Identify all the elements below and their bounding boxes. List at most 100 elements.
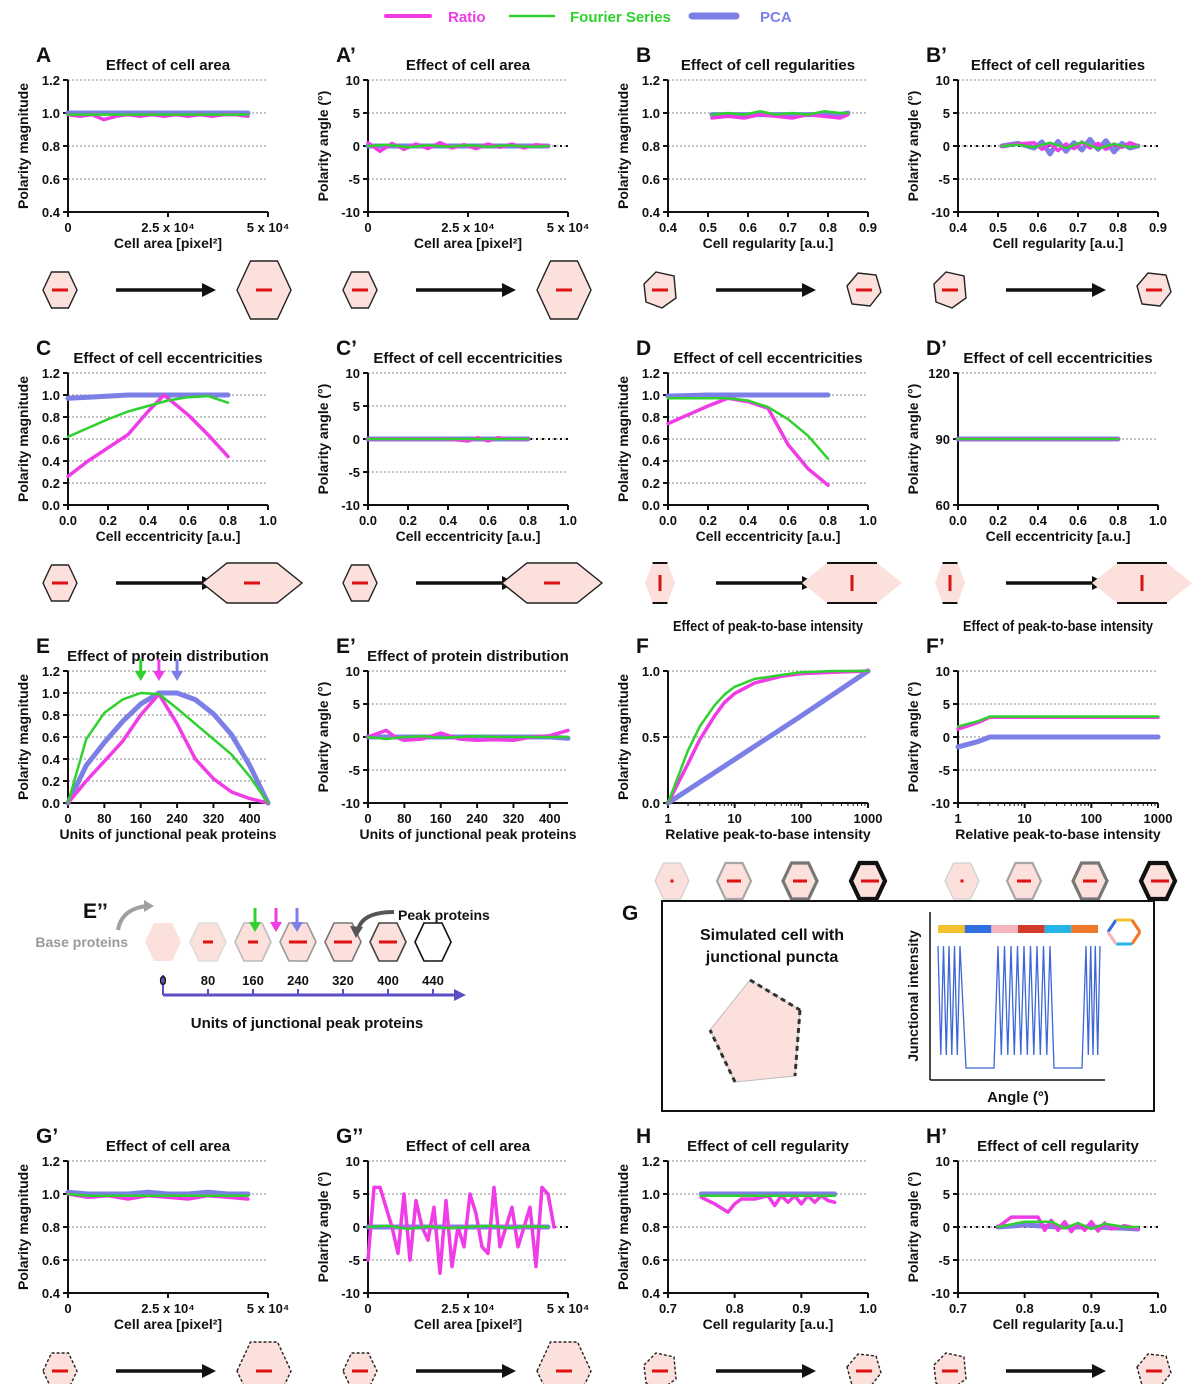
x-tick-label: 0.2 — [99, 513, 117, 528]
x-tick-label: 0.0 — [659, 513, 677, 528]
arrow-head — [202, 283, 216, 297]
panel-letter: B — [636, 44, 651, 67]
series-line-fourier-series — [366, 735, 570, 741]
panel-letter: E’’ — [83, 900, 108, 923]
series-line-pca — [65, 690, 271, 806]
x-tick-label: 5 x 10⁴ — [247, 220, 290, 235]
x-tick-label: 0.2 — [399, 513, 417, 528]
junctional-puncta — [793, 1009, 802, 1077]
polarity-bar — [1017, 879, 1031, 883]
arrow-head — [802, 283, 816, 297]
x-tick-label: 5 x 10⁴ — [547, 1301, 590, 1316]
panel-title: Effect of cell regularities — [971, 57, 1145, 74]
x-tick-label: 0.4 — [139, 513, 158, 528]
schematic-tick-label: 400 — [377, 973, 399, 988]
g-y-label: Junctional intensity — [905, 930, 921, 1062]
y-tick-label: 0.4 — [642, 205, 661, 220]
y-axis-label: Polarity angle (°) — [905, 91, 921, 202]
series-line-fourier-series — [710, 110, 850, 116]
y-tick-label: -10 — [341, 498, 360, 513]
series-line-ratio — [710, 112, 850, 120]
series-line-fourier-series — [956, 715, 1160, 728]
y-tick-label: 0.6 — [642, 432, 660, 447]
x-tick-label: 0.7 — [659, 1301, 677, 1316]
y-tick-label: 0.6 — [642, 172, 660, 187]
x-tick-label: 0.5 — [989, 220, 1007, 235]
polarity-bar — [658, 575, 662, 591]
y-tick-label: -10 — [341, 205, 360, 220]
y-tick-label: 10 — [346, 366, 360, 381]
x-tick-label: 160 — [430, 811, 452, 826]
y-tick-label: 0.4 — [642, 454, 661, 469]
y-tick-label: 90 — [936, 432, 950, 447]
polarity-bar — [256, 1369, 272, 1373]
x-tick-label: 1.0 — [859, 1301, 877, 1316]
x-axis-label: Units of junctional peak proteins — [359, 826, 576, 842]
x-tick-label: 0 — [64, 811, 71, 826]
segment-bar — [964, 925, 992, 933]
x-tick-label: 0 — [364, 1301, 371, 1316]
x-tick-label: 0.4 — [439, 513, 458, 528]
polarity-bar — [861, 879, 879, 883]
x-tick-label: 1000 — [854, 811, 883, 826]
peak-arrow-head — [152, 671, 165, 681]
y-tick-label: 5 — [943, 106, 950, 121]
polarity-bar — [352, 581, 368, 585]
x-tick-label: 0.8 — [819, 220, 837, 235]
y-tick-label: 5 — [353, 399, 360, 414]
y-tick-label: 0.4 — [42, 752, 61, 767]
y-axis-label: Polarity magnitude — [615, 376, 631, 502]
polarity-bar — [256, 288, 272, 292]
x-tick-label: 80 — [97, 811, 111, 826]
x-tick-label: 0.6 — [479, 513, 497, 528]
y-tick-label: 1.2 — [642, 366, 660, 381]
x-tick-label: 0.2 — [989, 513, 1007, 528]
y-tick-label: 0.6 — [642, 1253, 660, 1268]
y-tick-label: 10 — [346, 73, 360, 88]
series-line-fourier-series — [366, 143, 550, 149]
polarity-bar — [1146, 1369, 1162, 1373]
arrow-head — [1092, 283, 1106, 297]
arrow-head — [1092, 1364, 1106, 1378]
cell-shape — [1136, 1353, 1172, 1384]
panel-title: Effect of cell eccentricities — [963, 350, 1152, 367]
x-axis-label: Cell area [pixel²] — [114, 235, 222, 251]
series-line-pca — [65, 392, 231, 401]
panel-letter: G — [622, 902, 638, 925]
y-tick-label: 0.8 — [642, 139, 660, 154]
y-tick-label: 1.0 — [642, 664, 660, 679]
series-line-ratio — [66, 692, 270, 805]
y-tick-label: -10 — [341, 796, 360, 811]
panel-letter: E — [36, 635, 50, 658]
x-tick-label: 0.8 — [1016, 1301, 1034, 1316]
x-tick-label: 0.9 — [1082, 1301, 1100, 1316]
panel-title: Effect of cell regularity — [977, 1138, 1139, 1155]
x-tick-label: 80 — [397, 811, 411, 826]
segment-bar — [1018, 925, 1045, 933]
y-tick-label: -10 — [931, 796, 950, 811]
arrow-head — [202, 1364, 216, 1378]
panel-title: Effect of cell area — [406, 57, 531, 74]
x-tick-label: 0.4 — [1029, 513, 1048, 528]
series-line-fourier-series — [66, 691, 270, 805]
polarity-bar — [556, 1369, 572, 1373]
y-tick-label: 0.2 — [42, 476, 60, 491]
panel-title: Effect of cell eccentricities — [673, 350, 862, 367]
junctional-puncta — [708, 1029, 737, 1083]
junctional-puncta — [749, 978, 801, 1012]
y-tick-label: 0.6 — [42, 172, 60, 187]
x-tick-label: 0.2 — [699, 513, 717, 528]
panel-letter: H’ — [926, 1125, 947, 1148]
x-tick-label: 0.8 — [819, 513, 837, 528]
y-tick-label: 10 — [936, 664, 950, 679]
y-tick-label: 1.2 — [42, 366, 60, 381]
panel-F2: -10 -5 0 5 10 1 10 100 1000 Effect of peak-to-bas… — [905, 618, 1178, 902]
polarity-bar — [203, 940, 213, 944]
x-tick-label: 0 — [64, 220, 71, 235]
x-axis-label: Cell area [pixel²] — [414, 1316, 522, 1332]
schematic-cell — [145, 923, 181, 961]
x-tick-label: 0.6 — [739, 220, 757, 235]
x-tick-label: 0.9 — [792, 1301, 810, 1316]
y-tick-label: 1.2 — [42, 73, 60, 88]
series-line-fourier-series — [66, 394, 230, 439]
